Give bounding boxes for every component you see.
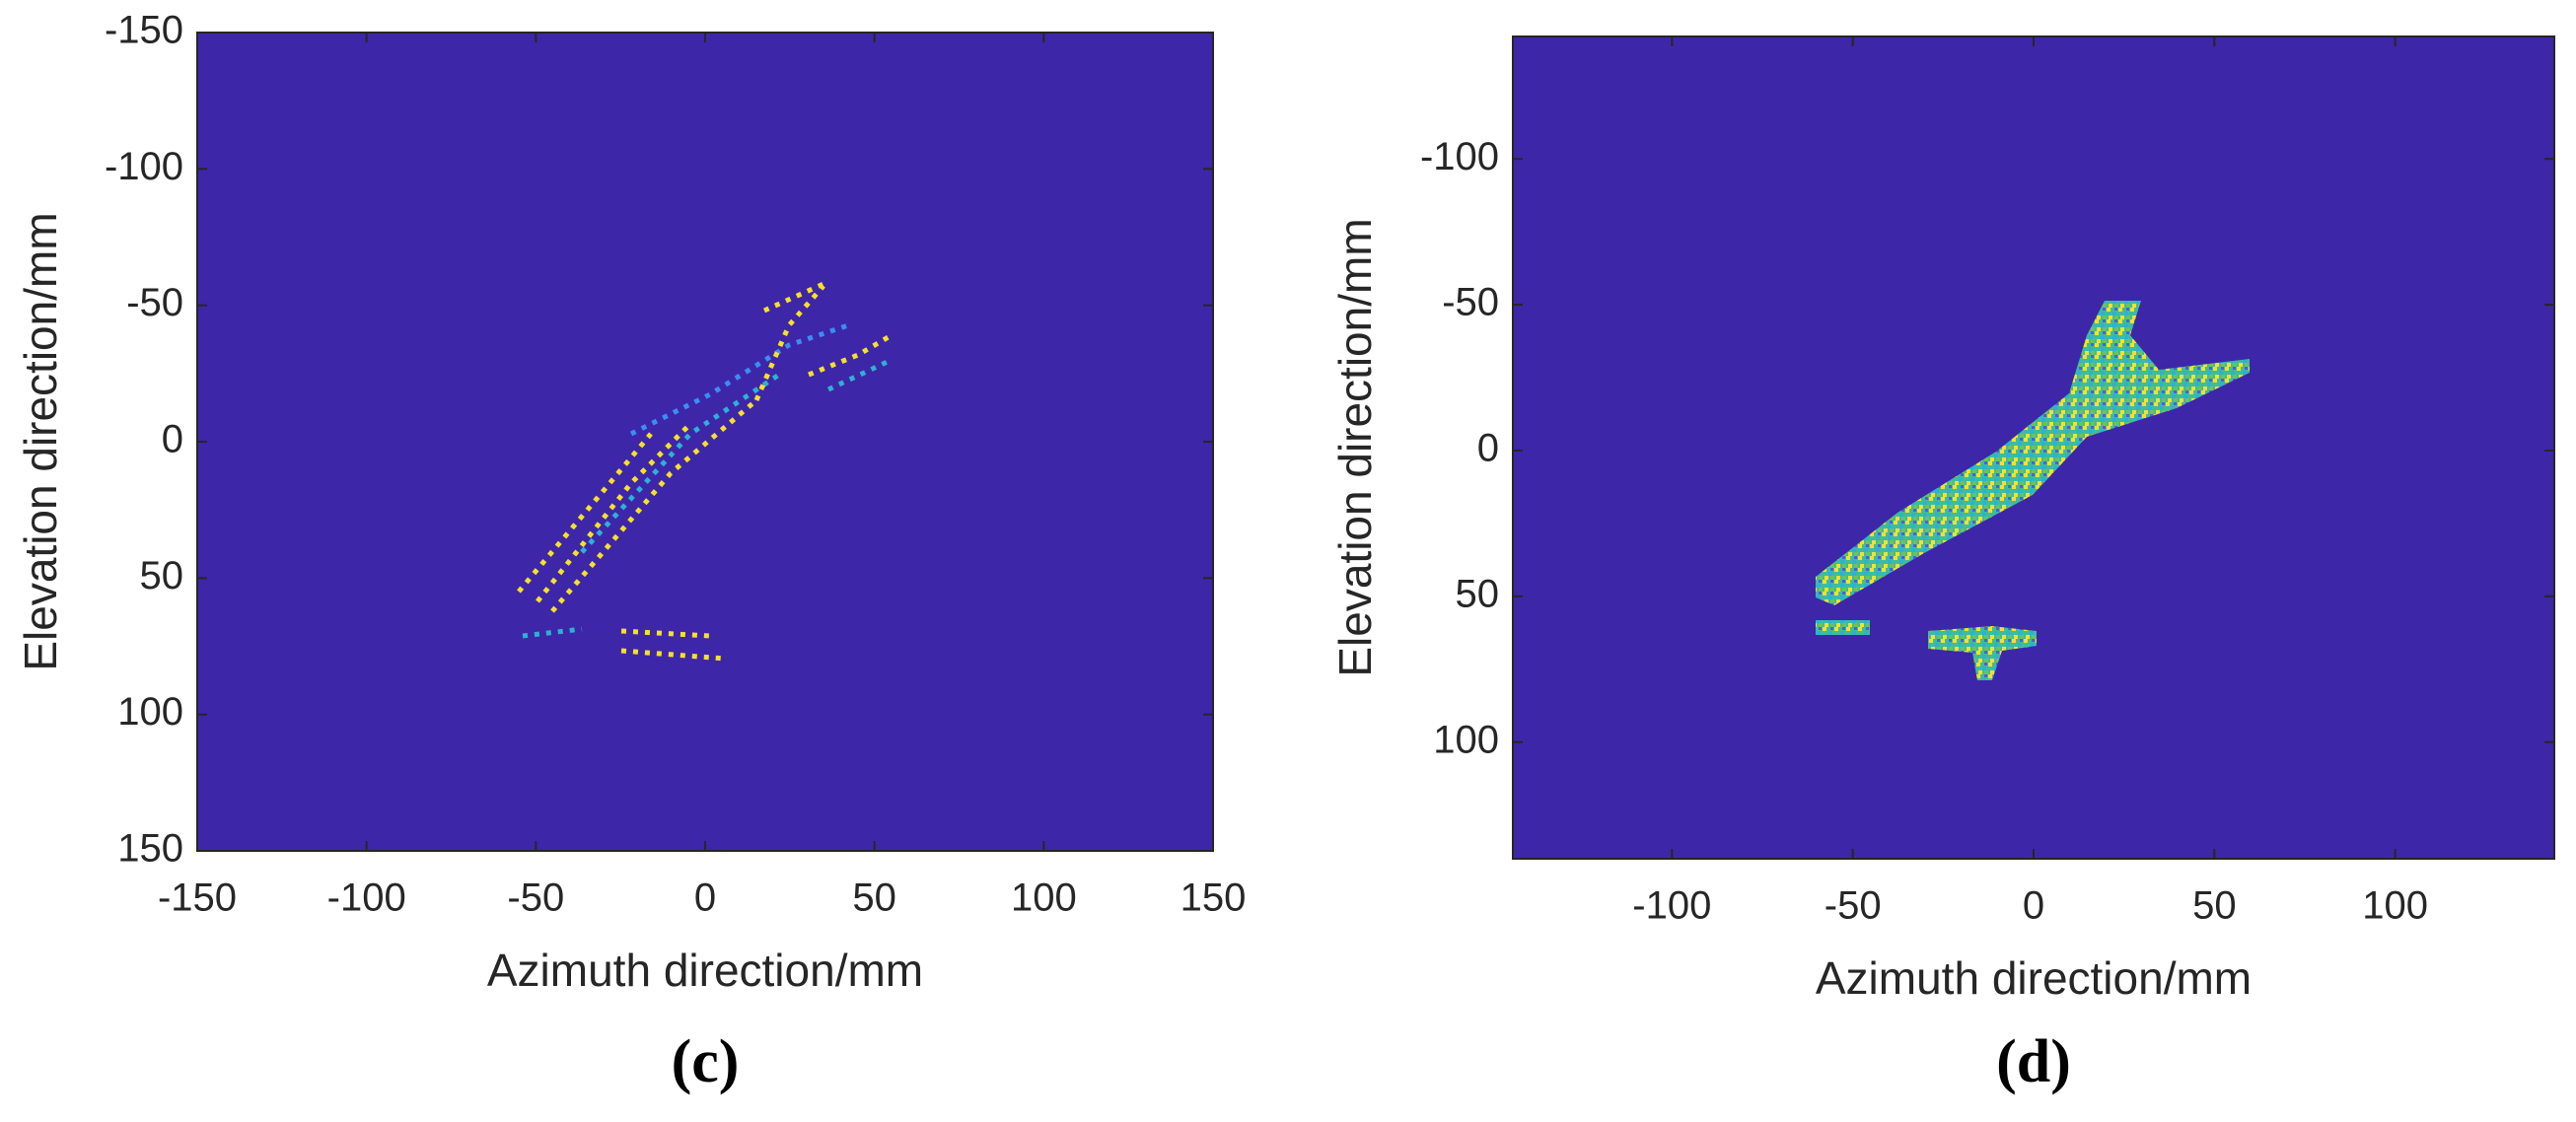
- target-scatter: [517, 281, 894, 662]
- x-tick-label: -100: [1632, 884, 1711, 928]
- y-axis-label: Elevation direction/mm: [15, 212, 66, 670]
- x-tick-label: -150: [158, 877, 237, 920]
- x-tick-label: 0: [694, 877, 716, 920]
- y-tick-label: -50: [1442, 281, 1499, 324]
- y-tick-label: 100: [117, 690, 183, 734]
- y-axis-label: Elevation direction/mm: [1329, 218, 1381, 676]
- x-tick-label: 0: [2023, 884, 2044, 928]
- y-tick-label: -150: [105, 9, 183, 52]
- y-tick-label: 0: [1477, 427, 1499, 470]
- y-tick-label: -100: [1420, 135, 1499, 178]
- panel-label: (c): [672, 1028, 740, 1095]
- x-tick-label: 150: [1181, 877, 1247, 920]
- x-tick-label: -100: [327, 877, 406, 920]
- x-axis-label: Azimuth direction/mm: [1816, 952, 2252, 1004]
- target-shape: [1816, 301, 2250, 680]
- x-tick-label: -50: [507, 877, 564, 920]
- y-tick-label: -50: [126, 281, 183, 324]
- y-tick-label: 50: [140, 554, 184, 597]
- x-tick-label: 100: [2362, 884, 2428, 928]
- y-tick-label: 50: [1456, 572, 1500, 615]
- x-tick-label: 50: [852, 877, 896, 920]
- target-layer: [517, 281, 2250, 680]
- x-tick-label: 50: [2192, 884, 2237, 928]
- y-tick-label: -100: [105, 145, 183, 188]
- x-tick-label: -50: [1825, 884, 1882, 928]
- panel-label: (d): [1996, 1028, 2071, 1095]
- x-tick-label: 100: [1011, 877, 1077, 920]
- x-axis-label: Azimuth direction/mm: [487, 945, 923, 996]
- y-tick-label: 150: [117, 827, 183, 871]
- y-tick-label: 0: [162, 418, 183, 461]
- y-tick-label: 100: [1433, 718, 1499, 761]
- axes-layer: -150 -100 -50 0 50 100 150 -150 -100 -50 0 50 100 150…: [15, 9, 2555, 1095]
